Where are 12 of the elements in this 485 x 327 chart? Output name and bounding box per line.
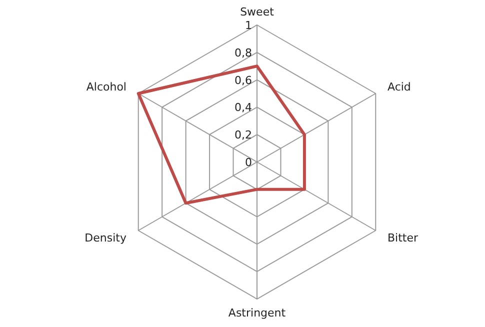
spoke-label: Acid	[388, 80, 411, 94]
y-tick-label: 0	[245, 156, 252, 169]
spoke-label: Alcohol	[86, 80, 126, 94]
y-tick-label: 0,8	[234, 46, 252, 60]
spoke-label: Bitter	[388, 231, 419, 244]
y-tick-label: 0,6	[234, 74, 252, 87]
spoke-label: Sweet	[240, 5, 275, 18]
spoke-label: Astringent	[228, 306, 286, 320]
y-tick-label: 0,4	[234, 101, 252, 114]
y-tick-label: 0,2	[234, 128, 252, 142]
spoke-label: Density	[84, 231, 127, 244]
y-tick-label: 1	[245, 19, 252, 32]
